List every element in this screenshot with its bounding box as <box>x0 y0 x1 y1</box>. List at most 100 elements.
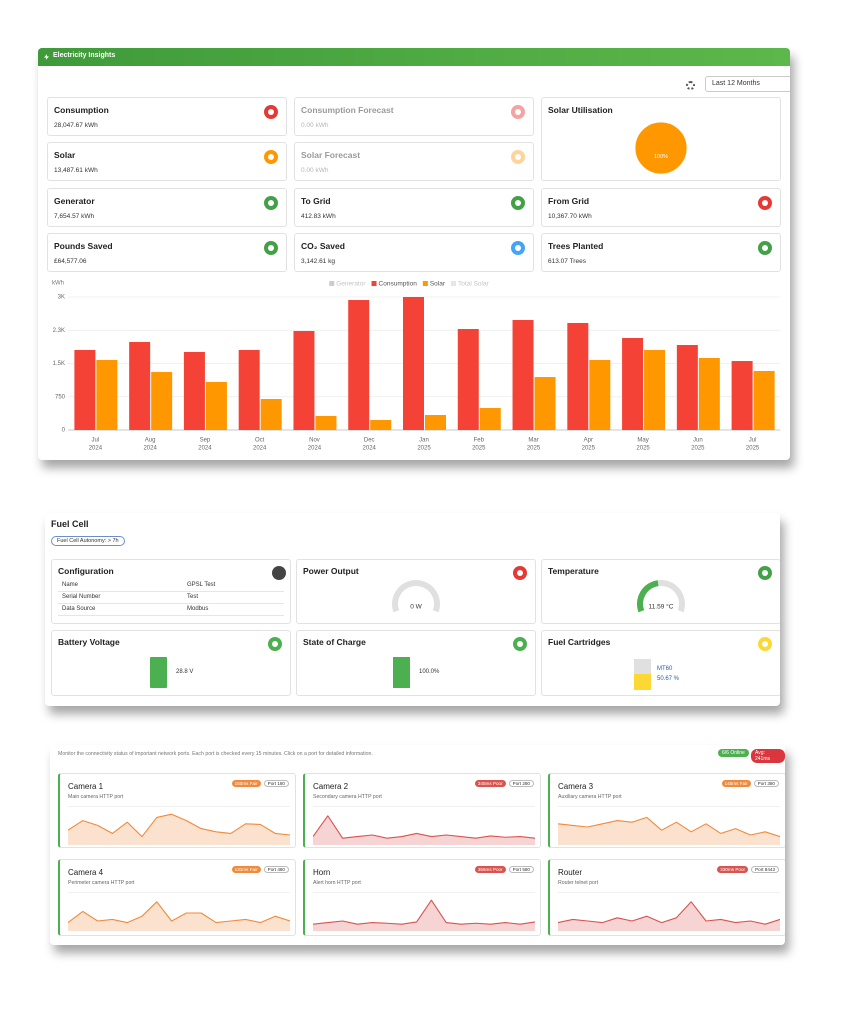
fuel-card: State of Charge 100.0% <box>296 630 536 696</box>
stat-card: Solar Forecast 0.00 kWh <box>294 142 534 181</box>
bar <box>260 399 282 430</box>
icon <box>758 196 772 210</box>
stat-card: Generator 7,654.57 kWh <box>47 188 287 227</box>
config-value: Modbus <box>187 606 209 612</box>
stat-card: CO₂ Saved 3,142.61 kg <box>294 233 534 272</box>
settings-gear[interactable] <box>686 81 695 90</box>
gauge-value: 0 W <box>410 604 422 611</box>
card-title: Fuel Cartridges <box>548 637 611 647</box>
card-title: Configuration <box>58 566 114 576</box>
bar <box>753 370 775 430</box>
port-name: Camera 4 <box>68 868 104 877</box>
config-rule <box>58 603 284 604</box>
card-title: CO₂ Saved <box>301 241 345 251</box>
port-card[interactable]: Camera 4 Perimeter camera HTTP port 131ms … <box>58 859 296 936</box>
port-badge: Port 380 <box>753 780 779 787</box>
port-badges: 345ms Poor Port 280 <box>474 780 534 787</box>
bar <box>731 361 753 430</box>
bar <box>457 329 479 430</box>
stat-card: To Grid 412.83 kWh <box>294 188 534 227</box>
pie-chart: 0%100% <box>634 121 688 175</box>
bar-chart: kWh 0 750 1.5K 2.3K 3K Jul 2024 Aug 2024 Sep 2024 Oc… <box>52 281 780 452</box>
card-value: 0.00 kWh <box>301 167 329 174</box>
x-tick-label: 2025 <box>691 446 705 452</box>
x-tick-label: Jun <box>693 438 703 444</box>
cartridge-name: MT60 <box>657 666 673 672</box>
sparkline-line <box>558 901 780 925</box>
bar <box>589 359 611 430</box>
x-tick-label: 2024 <box>143 446 157 452</box>
stat-card: From Grid 10,367.70 kWh <box>541 188 781 227</box>
fuel-card: Configuration Name GPSL Test Serial Number T… <box>51 559 291 624</box>
legend-swatch <box>329 281 335 286</box>
port-badge: Port 8443 <box>751 866 779 873</box>
y-tick-label: 750 <box>55 394 66 400</box>
card-title: Trees Planted <box>548 241 604 251</box>
sparkline <box>313 892 535 931</box>
port-description: Perimeter camera HTTP port <box>68 880 135 886</box>
latency-badge: 145ms Fair <box>721 780 751 787</box>
bar <box>567 322 589 430</box>
period-select[interactable]: Last 12 Months <box>705 76 790 92</box>
stat-card: Consumption 28,047.67 kWh <box>47 97 287 136</box>
sparkline-line <box>68 813 290 838</box>
port-description: Secondary camera HTTP port <box>313 794 382 800</box>
x-tick-label: Jan <box>419 438 429 444</box>
bar <box>238 349 260 430</box>
legend-label: Generator <box>336 281 366 288</box>
icon <box>511 150 525 164</box>
fuel-card: Battery Voltage 28.8 V <box>51 630 291 696</box>
sparkline-area <box>558 901 780 931</box>
period-label: Last 12 Months <box>712 80 760 87</box>
x-tick-label: 2025 <box>582 446 596 452</box>
sparkline-line <box>313 815 535 839</box>
x-tick-label: Aug <box>145 438 156 444</box>
bar <box>403 297 424 430</box>
header-icon <box>44 54 49 60</box>
sparkline-area <box>313 815 535 845</box>
port-description: Alert horn HTTP port <box>313 880 361 886</box>
port-card[interactable]: Camera 2 Secondary camera HTTP port 345ms … <box>303 773 541 848</box>
port-name: Camera 3 <box>558 782 594 791</box>
port-card[interactable]: Horn Alert horn HTTP port 355ms Poor Port 5… <box>303 859 541 936</box>
icon <box>264 241 278 255</box>
port-badges: 131ms Fair Port 480 <box>231 866 289 873</box>
sparkline-area <box>558 817 780 845</box>
x-tick-label: Sep <box>200 438 211 444</box>
stat-card: Trees Planted 613.07 Trees <box>541 233 781 272</box>
network-description: Monitor the connectivity status of impor… <box>58 751 373 757</box>
x-tick-label: Mar <box>528 438 538 444</box>
x-tick-label: 2024 <box>198 446 212 452</box>
port-card[interactable]: Camera 3 Auxiliary camera HTTP port 145ms … <box>548 773 785 848</box>
x-tick-label: Apr <box>584 438 593 444</box>
port-name: Camera 2 <box>313 782 349 791</box>
icon <box>511 196 525 210</box>
bar <box>183 351 205 430</box>
card-title: Generator <box>54 196 95 206</box>
card-value: £64,577.06 <box>54 258 87 265</box>
charge-value: 100.0% <box>419 669 440 675</box>
bar <box>348 300 370 430</box>
icon <box>758 566 772 580</box>
sparkline <box>68 892 290 931</box>
stat-card: Consumption Forecast 0.00 kWh <box>294 97 534 136</box>
port-card[interactable]: Camera 1 Main camera HTTP port 150ms Fair P… <box>58 773 296 848</box>
sparkline <box>313 806 535 845</box>
port-badge: Port 480 <box>263 866 289 873</box>
legend-label: Solar <box>430 281 446 288</box>
gauge: 11.59 °C <box>637 580 685 613</box>
config-rule <box>58 591 284 592</box>
card-value: 13,487.61 kWh <box>54 167 98 174</box>
card-title: State of Charge <box>303 637 366 647</box>
x-tick-label: 2024 <box>89 446 103 452</box>
stat-card: Solar 13,487.61 kWh <box>47 142 287 181</box>
sparkline-area <box>68 901 290 931</box>
config-label: Data Source <box>62 606 96 612</box>
port-description: Auxiliary camera HTTP port <box>558 794 622 800</box>
icon <box>513 637 527 651</box>
gauge-fill <box>637 580 659 613</box>
pie-card: Solar Utilisation 0%100% <box>541 97 781 181</box>
sparkline <box>558 892 780 931</box>
port-card[interactable]: Router Router telnet port 330ms Poor Port 8… <box>548 859 785 936</box>
